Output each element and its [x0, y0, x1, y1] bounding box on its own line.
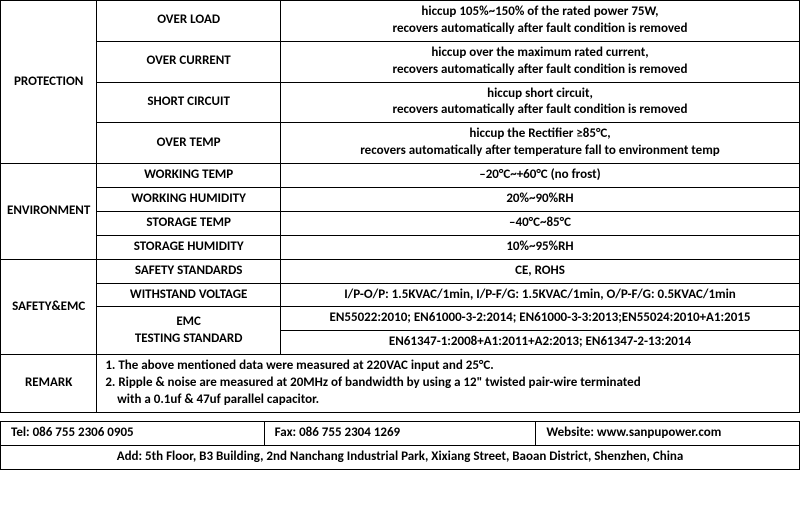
overload-l1: hiccup 105%~150% of the rated power 75W,	[421, 4, 658, 19]
footer-table: Tel: 086 755 2306 0905 Fax: 086 755 2304…	[0, 421, 800, 470]
remark-body: 1. The above mentioned data were measure…	[97, 355, 800, 413]
overload-label: OVER LOAD	[97, 1, 281, 42]
overtemp-label: OVER TEMP	[97, 123, 281, 164]
emc-val1: EN55022:2010; EN61000-3-2:2014; EN61000-…	[280, 307, 799, 331]
overtemp-l2: recovers automatically after temperature…	[360, 143, 720, 158]
emc-val2: EN61347-1:2008+A1:2011+A2:2013; EN61347-…	[280, 331, 799, 355]
whum-label: WORKING HUMIDITY	[97, 188, 281, 212]
environment-label: ENVIRONMENT	[1, 164, 97, 260]
stemp-val: –40°C~85°C	[280, 211, 799, 235]
emc-l2: TESTING STANDARD	[135, 331, 243, 346]
remark-l2: 2. Ripple & noise are measured at 20MHz …	[105, 375, 640, 390]
wtemp-label: WORKING TEMP	[97, 164, 281, 188]
remark-l3: with a 0.1uf & 47uf parallel capacitor.	[105, 392, 319, 407]
overload-l2: recovers automatically after fault condi…	[393, 21, 688, 36]
short-val: hiccup short circuit, recovers automatic…	[280, 82, 799, 123]
wtemp-val: –20°C~+60°C (no frost)	[280, 164, 799, 188]
remark-label: REMARK	[1, 355, 97, 413]
protection-label: PROTECTION	[1, 1, 97, 164]
overcurrent-l1: hiccup over the maximum rated current,	[431, 45, 648, 60]
short-l1: hiccup short circuit,	[487, 86, 593, 101]
overcurrent-l2: recovers automatically after fault condi…	[393, 62, 688, 77]
emc-label: EMC TESTING STANDARD	[97, 307, 281, 355]
overload-val: hiccup 105%~150% of the rated power 75W,…	[280, 1, 799, 42]
short-label: SHORT CIRCUIT	[97, 82, 281, 123]
stemp-label: STORAGE TEMP	[97, 211, 281, 235]
footer-tel: Tel: 086 755 2306 0905	[1, 421, 265, 445]
overtemp-val: hiccup the Rectifier ≥85°C, recovers aut…	[280, 123, 799, 164]
spec-table: PROTECTION OVER LOAD hiccup 105%~150% of…	[0, 0, 800, 413]
overcurrent-label: OVER CURRENT	[97, 41, 281, 82]
remark-l1: 1. The above mentioned data were measure…	[105, 358, 493, 373]
safety-label: SAFETY&EMC	[1, 259, 97, 355]
overcurrent-val: hiccup over the maximum rated current, r…	[280, 41, 799, 82]
footer-addr: Add: 5th Floor, B3 Building, 2nd Nanchan…	[1, 445, 800, 469]
shum-val: 10%~95%RH	[280, 235, 799, 259]
footer-fax: Fax: 086 755 2304 1269	[264, 421, 536, 445]
std-label: SAFETY STANDARDS	[97, 259, 281, 283]
overtemp-l1: hiccup the Rectifier ≥85°C,	[469, 126, 610, 141]
whum-val: 20%~90%RH	[280, 188, 799, 212]
emc-l1: EMC	[176, 314, 201, 329]
std-val: CE, ROHS	[280, 259, 799, 283]
short-l2: recovers automatically after fault condi…	[393, 102, 688, 117]
wv-val: I/P-O/P: 1.5KVAC/1min, I/P-F/G: 1.5KVAC/…	[280, 283, 799, 307]
shum-label: STORAGE HUMIDITY	[97, 235, 281, 259]
wv-label: WITHSTAND VOLTAGE	[97, 283, 281, 307]
footer-web: Website: www.sanpupower.com	[536, 421, 800, 445]
